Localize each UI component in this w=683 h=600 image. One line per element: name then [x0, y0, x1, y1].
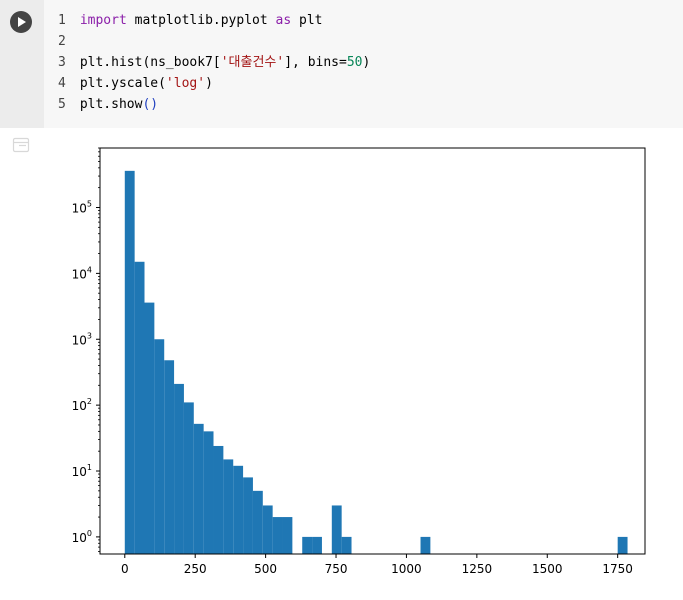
code-line: 1 import matplotlib.pyplot as plt	[58, 10, 370, 31]
histogram-bar	[154, 339, 165, 554]
code-token: matplotlib.pyplot	[126, 13, 276, 28]
line-number: 3	[58, 55, 66, 70]
code-editor[interactable]: 1 import matplotlib.pyplot as plt 2 3 plt…	[58, 10, 370, 115]
y-tick-base: 10	[72, 267, 87, 281]
y-tick-label: 105	[72, 199, 92, 215]
play-circle-icon	[18, 17, 26, 27]
x-tick-label: 0	[121, 562, 129, 576]
histogram-bar	[331, 505, 342, 554]
y-tick-base: 10	[72, 399, 87, 413]
histogram-bar	[617, 536, 628, 554]
histogram-bar	[223, 459, 234, 554]
histogram-bar	[420, 536, 431, 554]
x-tick-label: 1250	[462, 562, 493, 576]
code-token: plt.hist(ns_book7[	[79, 55, 221, 70]
histogram-bar	[312, 536, 322, 554]
code-token: plt	[291, 13, 323, 28]
y-tick-base: 10	[72, 531, 87, 545]
histogram-bar	[233, 465, 244, 554]
y-tick-label: 101	[72, 463, 92, 479]
code-token: plt.show	[79, 97, 143, 112]
y-tick-exponent: 2	[87, 397, 92, 406]
code-token: ()	[142, 97, 159, 112]
y-tick-base: 10	[72, 201, 87, 215]
x-tick-label: 1750	[602, 562, 633, 576]
code-token: '대출건수'	[220, 55, 285, 70]
y-tick-exponent: 0	[87, 529, 92, 538]
histogram-bar	[203, 431, 214, 554]
line-number: 2	[58, 34, 66, 49]
code-token: as	[275, 13, 292, 28]
y-tick-base: 10	[72, 465, 87, 479]
histogram-bar	[183, 402, 194, 554]
code-token: import	[79, 13, 127, 28]
x-tick-label: 250	[184, 562, 207, 576]
code-token: )	[205, 76, 213, 91]
x-tick-label: 750	[325, 562, 348, 576]
run-cell-button[interactable]	[10, 11, 32, 33]
code-line: 4 plt.yscale('log')	[58, 73, 370, 94]
histogram-bar	[341, 536, 352, 554]
histogram-bar	[302, 536, 313, 554]
x-tick-label: 1000	[391, 562, 422, 576]
y-tick-exponent: 4	[87, 265, 92, 274]
y-tick-label: 102	[72, 397, 92, 413]
line-number: 5	[58, 97, 66, 112]
code-token: 'log'	[165, 76, 206, 91]
code-line: 5 plt.show()	[58, 94, 370, 115]
x-tick-label: 500	[254, 562, 277, 576]
code-cell[interactable]: 1 import matplotlib.pyplot as plt 2 3 plt…	[0, 0, 683, 128]
histogram-bar	[193, 423, 204, 554]
histogram-bar	[124, 170, 135, 555]
histogram-bar	[243, 477, 253, 554]
code-token: ], bins=	[284, 55, 347, 70]
line-number: 4	[58, 76, 66, 91]
code-line: 3 plt.hist(ns_book7['대출건수'], bins=50)	[58, 52, 370, 73]
y-tick-label: 104	[72, 265, 92, 281]
histogram-bar	[134, 261, 145, 554]
y-tick-label: 100	[72, 529, 92, 545]
y-tick-exponent: 3	[87, 331, 92, 340]
y-tick-label: 103	[72, 331, 92, 347]
y-tick-exponent: 5	[87, 199, 92, 208]
plot-frame	[99, 147, 646, 555]
histogram-bar	[174, 383, 184, 554]
code-line: 2	[58, 31, 370, 52]
y-tick-base: 10	[72, 333, 87, 347]
output-toggle-icon[interactable]	[12, 136, 30, 154]
histogram-bar	[272, 517, 283, 554]
x-tick-label: 1500	[532, 562, 563, 576]
code-token: )	[362, 55, 371, 70]
histogram-bar	[213, 445, 224, 554]
histogram-bar	[144, 302, 155, 554]
y-tick-exponent: 1	[87, 463, 92, 472]
histogram-bar	[262, 505, 273, 554]
code-token: plt.yscale(	[79, 76, 166, 91]
histogram-bar	[282, 517, 293, 554]
histogram-bar	[252, 490, 263, 554]
line-number: 1	[58, 13, 66, 28]
histogram-bar	[164, 360, 175, 554]
code-token: 50	[346, 55, 363, 70]
